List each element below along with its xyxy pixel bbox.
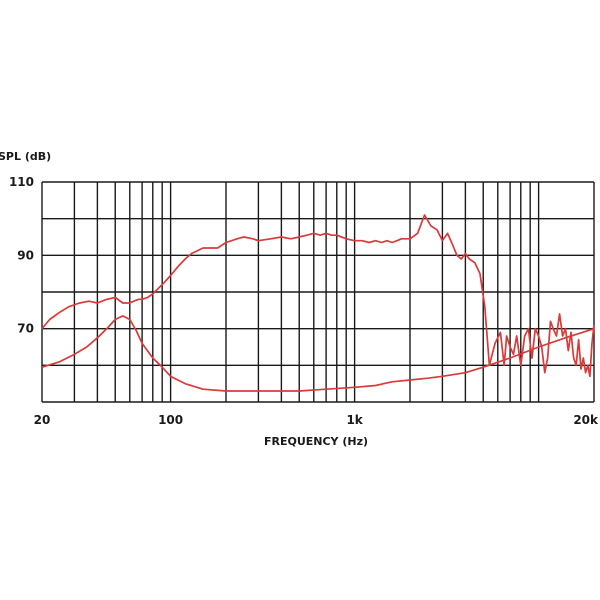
- x-tick-label-1k: 1k: [346, 413, 363, 427]
- y-axis-label: SPL (dB): [0, 150, 51, 163]
- series-line-1: [41, 214, 595, 378]
- x-tick-label-20: 20: [34, 413, 51, 427]
- x-tick-label-20k: 20k: [573, 413, 599, 427]
- x-axis-label: FREQUENCY (Hz): [264, 435, 368, 448]
- y-tick-label-110: 110: [9, 175, 34, 189]
- y-tick-label-90: 90: [17, 248, 34, 262]
- y-tick-label-70: 70: [17, 322, 34, 336]
- series-line-2: [41, 314, 595, 392]
- x-tick-label-100: 100: [158, 413, 183, 427]
- chart-labels: 110 90 70 20 100 1k 20k: [9, 175, 599, 427]
- chart-grid: [41, 181, 595, 403]
- chart-series: [41, 214, 595, 392]
